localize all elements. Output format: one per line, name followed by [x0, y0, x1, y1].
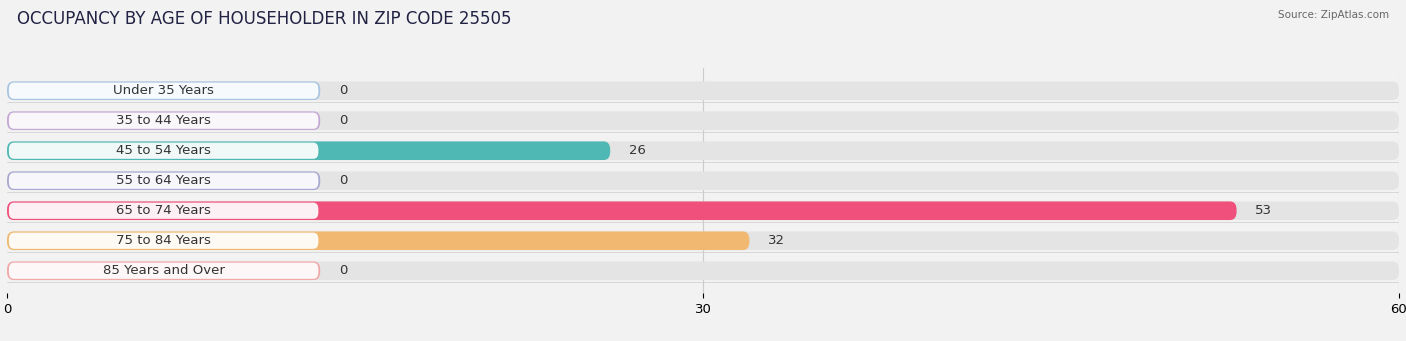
- FancyBboxPatch shape: [8, 233, 318, 249]
- FancyBboxPatch shape: [8, 113, 318, 129]
- FancyBboxPatch shape: [7, 81, 321, 100]
- FancyBboxPatch shape: [7, 112, 321, 130]
- FancyBboxPatch shape: [7, 202, 1237, 220]
- Text: 65 to 74 Years: 65 to 74 Years: [117, 204, 211, 217]
- Text: 0: 0: [339, 264, 347, 277]
- Text: 75 to 84 Years: 75 to 84 Years: [117, 234, 211, 247]
- FancyBboxPatch shape: [8, 263, 318, 279]
- FancyBboxPatch shape: [7, 142, 610, 160]
- FancyBboxPatch shape: [7, 112, 1399, 130]
- FancyBboxPatch shape: [7, 81, 1399, 100]
- Text: Source: ZipAtlas.com: Source: ZipAtlas.com: [1278, 10, 1389, 20]
- Text: 0: 0: [339, 84, 347, 97]
- FancyBboxPatch shape: [7, 232, 1399, 250]
- Text: 0: 0: [339, 114, 347, 127]
- Text: 85 Years and Over: 85 Years and Over: [103, 264, 225, 277]
- Text: 55 to 64 Years: 55 to 64 Years: [117, 174, 211, 187]
- Text: Under 35 Years: Under 35 Years: [114, 84, 214, 97]
- FancyBboxPatch shape: [7, 172, 321, 190]
- FancyBboxPatch shape: [7, 142, 1399, 160]
- FancyBboxPatch shape: [7, 262, 1399, 280]
- FancyBboxPatch shape: [7, 232, 749, 250]
- Text: 32: 32: [768, 234, 785, 247]
- Text: OCCUPANCY BY AGE OF HOUSEHOLDER IN ZIP CODE 25505: OCCUPANCY BY AGE OF HOUSEHOLDER IN ZIP C…: [17, 10, 512, 28]
- FancyBboxPatch shape: [7, 262, 321, 280]
- FancyBboxPatch shape: [8, 203, 318, 219]
- Text: 53: 53: [1256, 204, 1272, 217]
- Text: 45 to 54 Years: 45 to 54 Years: [117, 144, 211, 157]
- FancyBboxPatch shape: [7, 172, 1399, 190]
- FancyBboxPatch shape: [7, 202, 1399, 220]
- Text: 35 to 44 Years: 35 to 44 Years: [117, 114, 211, 127]
- FancyBboxPatch shape: [8, 173, 318, 189]
- FancyBboxPatch shape: [8, 143, 318, 159]
- FancyBboxPatch shape: [8, 83, 318, 99]
- Text: 0: 0: [339, 174, 347, 187]
- Text: 26: 26: [628, 144, 645, 157]
